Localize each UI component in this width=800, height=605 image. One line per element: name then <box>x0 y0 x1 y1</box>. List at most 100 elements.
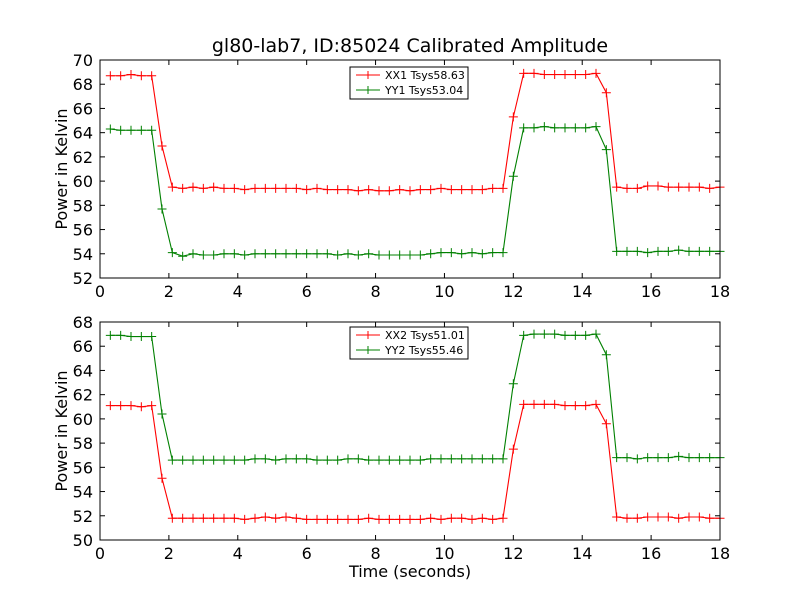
x-tick-label: 14 <box>572 282 592 301</box>
data-point-2-2 <box>322 455 332 465</box>
data-point-2-2 <box>529 329 539 339</box>
data-point-1-1 <box>622 183 632 193</box>
data-point-2-1 <box>116 401 126 411</box>
data-point-1-1 <box>405 186 415 196</box>
data-point-2-1 <box>560 401 570 411</box>
data-point-2-2 <box>250 454 260 464</box>
data-point-2-2 <box>705 453 715 463</box>
data-point-1-1 <box>250 183 260 193</box>
data-point-1-2 <box>674 245 684 255</box>
data-point-1-1 <box>291 183 301 193</box>
data-point-1-1 <box>384 186 394 196</box>
data-point-2-1 <box>653 512 663 522</box>
data-point-1-2 <box>219 249 229 259</box>
data-point-1-1 <box>219 183 229 193</box>
data-point-1-1 <box>260 183 270 193</box>
data-point-2-2 <box>333 455 343 465</box>
data-point-1-2 <box>529 123 539 133</box>
data-point-2-2 <box>581 330 591 340</box>
x-tick-label: 6 <box>302 282 312 301</box>
data-point-1-2 <box>240 250 250 260</box>
data-point-1-2 <box>167 248 177 258</box>
data-point-2-1 <box>446 513 456 523</box>
data-point-2-2 <box>126 332 136 342</box>
data-point-1-1 <box>560 70 570 80</box>
data-point-1-2 <box>498 248 508 258</box>
x-tick-label: 18 <box>710 544 730 563</box>
data-point-2-1 <box>178 513 188 523</box>
data-point-1-2 <box>467 248 477 258</box>
data-point-2-1 <box>136 402 146 412</box>
data-point-1-1 <box>281 183 291 193</box>
data-point-1-1 <box>198 183 208 193</box>
y-tick-label: 54 <box>73 483 93 502</box>
x-tick-label: 2 <box>164 282 174 301</box>
data-point-1-2 <box>333 250 343 260</box>
data-point-1-2 <box>570 123 580 133</box>
data-point-1-1 <box>488 183 498 193</box>
y-tick-label: 58 <box>73 196 93 215</box>
data-point-2-1 <box>436 514 446 524</box>
data-point-2-2 <box>395 455 405 465</box>
data-point-2-1 <box>302 514 312 524</box>
x-tick-label: 10 <box>434 282 454 301</box>
data-point-1-2 <box>581 123 591 133</box>
data-point-1-1 <box>581 70 591 80</box>
data-point-1-2 <box>560 123 570 133</box>
data-point-1-1 <box>147 71 157 81</box>
data-point-2-1 <box>219 513 229 523</box>
data-point-1-1 <box>157 141 167 151</box>
data-point-2-1 <box>147 401 157 411</box>
legend-marker <box>364 331 372 339</box>
y-tick-label: 66 <box>73 337 93 356</box>
data-point-1-2 <box>405 250 415 260</box>
data-point-1-1 <box>364 185 374 195</box>
data-point-1-1 <box>477 185 487 195</box>
data-point-2-1 <box>705 513 715 523</box>
y-tick-label: 52 <box>73 507 93 526</box>
data-point-1-1 <box>684 182 694 192</box>
data-point-2-2 <box>302 454 312 464</box>
data-point-1-2 <box>601 145 611 155</box>
x-tick-label: 10 <box>434 544 454 563</box>
data-point-1-1 <box>271 183 281 193</box>
data-point-2-2 <box>147 332 157 342</box>
data-point-2-1 <box>601 419 611 429</box>
data-point-2-1 <box>539 399 549 409</box>
data-point-1-1 <box>178 183 188 193</box>
y-tick-label: 54 <box>73 245 93 264</box>
data-point-1-1 <box>674 182 684 192</box>
data-point-2-1 <box>374 514 384 524</box>
y-tick-label: 70 <box>73 51 93 70</box>
data-point-2-1 <box>591 399 601 409</box>
y-tick-label: 66 <box>73 99 93 118</box>
data-point-2-2 <box>457 454 467 464</box>
data-point-1-1 <box>302 185 312 195</box>
data-point-2-1 <box>632 513 642 523</box>
data-point-2-1 <box>281 512 291 522</box>
data-point-2-2 <box>312 455 322 465</box>
data-point-2-1 <box>622 513 632 523</box>
data-point-2-2 <box>519 330 529 340</box>
data-point-2-2 <box>570 330 580 340</box>
y-tick-label: 52 <box>73 269 93 288</box>
y-tick-label: 56 <box>73 458 93 477</box>
data-point-2-1 <box>198 513 208 523</box>
data-point-1-2 <box>116 125 126 135</box>
data-point-2-2 <box>622 453 632 463</box>
data-point-2-1 <box>612 512 622 522</box>
y-tick-label: 62 <box>73 148 93 167</box>
data-point-2-1 <box>694 512 704 522</box>
data-point-1-1 <box>519 68 529 78</box>
data-point-1-2 <box>322 249 332 259</box>
data-point-1-1 <box>612 182 622 192</box>
data-point-1-1 <box>229 183 239 193</box>
data-point-2-2 <box>281 454 291 464</box>
data-point-2-2 <box>271 455 281 465</box>
data-point-1-1 <box>508 112 518 122</box>
data-point-2-2 <box>343 454 353 464</box>
data-point-1-1 <box>436 183 446 193</box>
data-point-2-1 <box>426 513 436 523</box>
data-point-2-2 <box>353 454 363 464</box>
data-point-1-1 <box>457 185 467 195</box>
